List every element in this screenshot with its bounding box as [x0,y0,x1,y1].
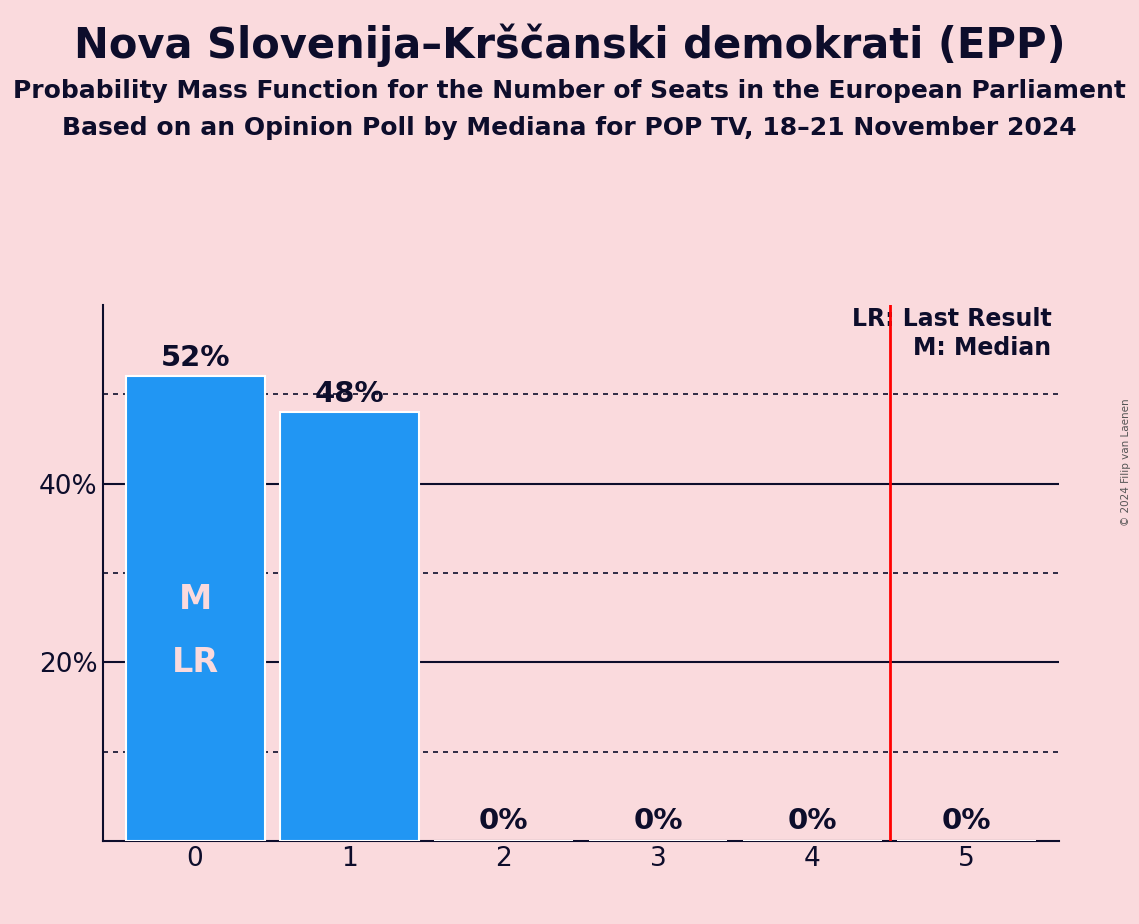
Text: Probability Mass Function for the Number of Seats in the European Parliament: Probability Mass Function for the Number… [13,79,1126,103]
Text: 48%: 48% [314,380,384,407]
Text: 52%: 52% [161,344,230,371]
Text: M: Median: M: Median [913,336,1051,360]
Text: 0%: 0% [480,808,528,835]
Text: 0%: 0% [787,808,837,835]
Text: Based on an Opinion Poll by Mediana for POP TV, 18–21 November 2024: Based on an Opinion Poll by Mediana for … [63,116,1076,140]
Text: Nova Slovenija–Krščanski demokrati (EPP): Nova Slovenija–Krščanski demokrati (EPP) [74,23,1065,67]
Text: LR: Last Result: LR: Last Result [852,307,1051,331]
Bar [125,376,264,841]
Text: 0%: 0% [633,808,682,835]
Text: LR: LR [172,646,219,679]
Text: M: M [179,583,212,616]
Text: 0%: 0% [942,808,991,835]
Bar [280,412,419,841]
Text: © 2024 Filip van Laenen: © 2024 Filip van Laenen [1121,398,1131,526]
